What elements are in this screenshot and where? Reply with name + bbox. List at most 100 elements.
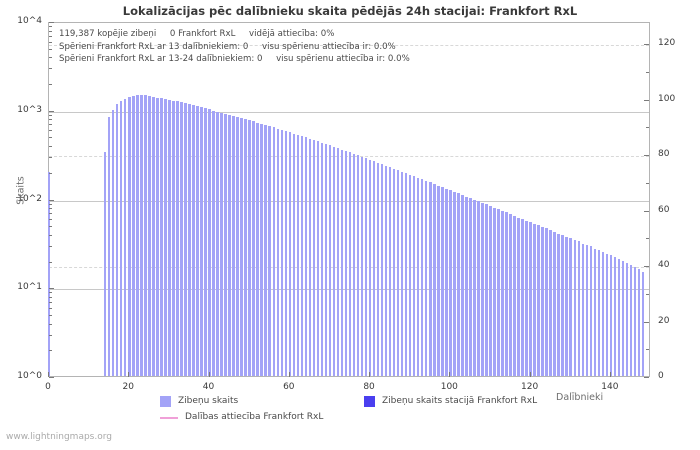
bar: [168, 99, 171, 376]
legend-label: Zibeņu skaits: [178, 396, 239, 406]
bar: [617, 258, 621, 376]
bar: [437, 185, 440, 376]
axis-tick: [49, 292, 52, 294]
x-axis-tick-label: 0: [45, 382, 51, 392]
y2-axis-tick-label: 20: [658, 315, 670, 326]
bar: [416, 177, 420, 376]
chart-legend: Zibeņu skaits Zibeņu skaits stacijā Frank…: [0, 396, 700, 436]
bar: [119, 101, 123, 376]
bar: [529, 222, 532, 376]
bar: [324, 144, 328, 376]
axis-tick: [49, 213, 52, 215]
bar: [380, 164, 384, 376]
bar: [633, 266, 637, 376]
y2-axis-tick-label: 60: [658, 204, 670, 215]
bar: [517, 217, 520, 376]
x-axis-tick-label: 120: [521, 382, 539, 392]
axis-tick: [644, 377, 649, 378]
bar: [192, 105, 195, 376]
gridline-y2: [49, 45, 649, 47]
bar: [360, 156, 364, 376]
bar: [296, 134, 300, 376]
axis-tick: [49, 199, 54, 201]
annotation-line: 119,387 kopējie zibeņi 0 Frankfort RxL v…: [59, 29, 335, 39]
y2-axis-tick-label: 40: [658, 260, 670, 271]
bar: [589, 246, 593, 376]
bar: [224, 113, 227, 376]
bar: [525, 220, 528, 376]
bar: [513, 215, 516, 376]
y-axis-tick-label: 10^0: [17, 371, 42, 381]
bar: [272, 127, 275, 376]
bar: [128, 96, 131, 376]
bar: [521, 218, 524, 376]
axis-tick: [49, 234, 52, 236]
axis-tick: [646, 182, 649, 184]
bar: [220, 112, 223, 376]
legend-line-marker: [160, 417, 178, 419]
axis-tick: [49, 84, 52, 86]
bar: [276, 128, 279, 376]
bar: [332, 146, 336, 376]
x-axis-tick-label: 40: [202, 382, 215, 392]
bar: [573, 240, 576, 376]
bar: [172, 100, 175, 376]
bar-series: [47, 23, 649, 376]
bar: [473, 199, 476, 376]
bar: [425, 180, 428, 376]
axis-tick: [49, 261, 52, 263]
ratio-line-series: [49, 23, 649, 376]
chart-title: Lokalizācijas pēc dalībnieku skaita pēdē…: [122, 4, 578, 18]
bar: [533, 223, 536, 376]
axis-tick: [49, 41, 52, 43]
bar: [621, 260, 625, 376]
bar: [593, 248, 597, 376]
bar: [453, 191, 456, 376]
gridline-y: [49, 111, 649, 113]
bar: [392, 168, 396, 376]
x-axis-label: Dalībnieki: [556, 392, 604, 403]
y-axis-tick-label: 10^1: [17, 282, 42, 293]
bar: [368, 159, 372, 376]
bar: [465, 196, 468, 376]
bar: [388, 167, 392, 376]
bar: [264, 124, 267, 376]
bar: [136, 95, 139, 376]
axis-tick: [646, 293, 649, 295]
axis-tick: [49, 137, 52, 139]
y-axis-tick-label: 10^4: [17, 16, 42, 26]
plot-area: 119,387 kopējie zibeņi 0 Frankfort RxL v…: [47, 22, 650, 377]
y2-axis-tick-label: 120: [658, 38, 676, 49]
bar: [489, 206, 492, 376]
axis-tick: [49, 226, 52, 228]
bar: [103, 152, 107, 376]
bar: [585, 244, 589, 376]
bar: [549, 230, 552, 376]
bar: [597, 250, 601, 376]
bar: [545, 228, 548, 376]
y2-axis-tick-label: 100: [658, 93, 676, 104]
y-axis-title: Skaits: [15, 176, 27, 205]
bar: [304, 137, 308, 376]
bar: [340, 149, 344, 376]
axis-tick: [49, 110, 54, 112]
bar: [396, 170, 400, 376]
y-axis-tick-label: 10^2: [17, 193, 42, 204]
axis-tick: [49, 219, 52, 221]
bar: [601, 251, 605, 376]
y2-axis-tick-label: 0: [658, 371, 664, 381]
bar: [485, 204, 488, 376]
bar: [240, 118, 243, 376]
bar: [457, 193, 460, 376]
axis-tick: [644, 155, 649, 157]
axis-tick: [49, 307, 52, 309]
axis-tick: [644, 266, 649, 268]
bar: [501, 210, 504, 376]
axis-tick: [49, 288, 54, 290]
x-axis-tick-label: 80: [363, 382, 375, 392]
bar: [328, 145, 332, 376]
bar: [47, 171, 51, 376]
bar: [236, 116, 239, 376]
bar: [505, 212, 508, 376]
bar: [212, 110, 215, 376]
